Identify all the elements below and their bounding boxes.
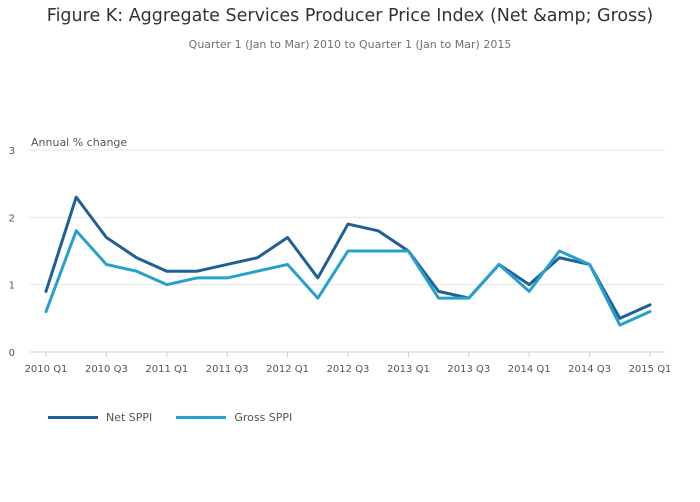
axes — [30, 351, 665, 357]
y-tick-label: 2 — [9, 213, 15, 224]
legend-swatch-net-sppi — [48, 415, 98, 419]
legend-item-gross-sppi[interactable]: Gross SPPI — [176, 411, 292, 424]
gridlines — [30, 149, 665, 286]
x-tick-label: 2014 Q1 — [508, 364, 551, 375]
x-tick-label: 2010 Q3 — [85, 364, 128, 375]
x-tick-label: 2010 Q1 — [25, 364, 68, 375]
x-tick-label: 2013 Q3 — [447, 364, 490, 375]
series-lines — [44, 195, 652, 327]
chart-title: Figure K: Aggregate Services Producer Pr… — [46, 6, 654, 26]
legend: Net SPPI Gross SPPI — [48, 408, 316, 426]
series-net-sppi — [44, 195, 652, 320]
x-tick-label: 2012 Q1 — [266, 364, 309, 375]
legend-item-net-sppi[interactable]: Net SPPI — [48, 411, 152, 424]
y-tick-label: 1 — [9, 281, 15, 292]
x-tick-label: 2014 Q3 — [568, 364, 611, 375]
series-line — [44, 229, 652, 327]
y-tick-label: 3 — [9, 146, 15, 157]
legend-label-net-sppi: Net SPPI — [106, 410, 153, 424]
x-tick-label: 2015 Q1 — [629, 364, 672, 375]
x-tick-label: 2013 Q1 — [387, 364, 430, 375]
x-tick-label: 2011 Q1 — [145, 364, 188, 375]
y-axis-title: Annual % change — [31, 136, 127, 149]
series-gross-sppi — [44, 229, 652, 327]
legend-label-gross-sppi: Gross SPPI — [234, 410, 293, 424]
legend-swatch-gross-sppi — [176, 415, 227, 419]
y-tick-label: 0 — [9, 348, 15, 359]
x-tick-label: 2011 Q3 — [206, 364, 249, 375]
x-tick-label: 2012 Q3 — [327, 364, 370, 375]
chart-subtitle: Quarter 1 (Jan to Mar) 2010 to Quarter 1… — [188, 38, 512, 51]
axis-labels: 0 1 2 3 Annual % change 2010 Q1 2010 Q3 2011 Q1… — [9, 136, 672, 375]
